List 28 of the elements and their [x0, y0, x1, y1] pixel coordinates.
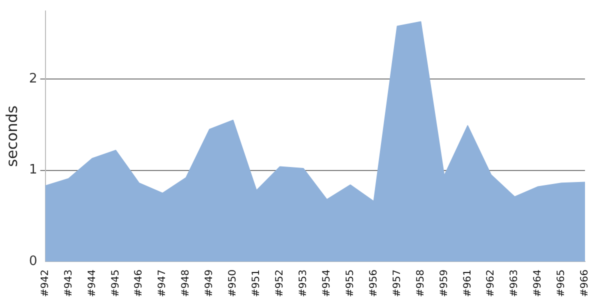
x-tick-label: #956 [368, 270, 380, 298]
x-tick-label: #942 [40, 270, 51, 298]
y-axis-title: seconds [2, 105, 21, 167]
x-tick-label: #951 [251, 270, 262, 298]
x-tick-label: #946 [134, 270, 145, 298]
x-tick-label: #950 [228, 270, 239, 298]
x-tick-label: #952 [274, 270, 286, 298]
x-tick-label: #963 [509, 270, 520, 298]
x-tick-label: #944 [86, 270, 98, 298]
x-tick-label: #953 [298, 270, 309, 298]
x-tick-label: #959 [438, 270, 450, 298]
x-tick-label: #958 [415, 270, 426, 298]
x-tick-label: #962 [486, 270, 497, 298]
x-tick-label: #961 [462, 270, 474, 298]
x-tick-label: #957 [392, 270, 403, 298]
x-tick-label: #948 [180, 270, 192, 298]
x-tick-label: #947 [157, 270, 168, 298]
x-tick-label: #943 [63, 270, 74, 298]
x-tick-label: #949 [204, 270, 216, 298]
x-tick-label: #965 [556, 270, 568, 298]
x-tick-label: #954 [321, 270, 332, 298]
x-tick-label: #955 [344, 270, 356, 298]
x-tick-label: #945 [110, 270, 122, 298]
y-tick-label: 2 [28, 72, 38, 87]
x-tick-label: #966 [580, 270, 591, 298]
x-tick-label: #964 [532, 270, 544, 298]
y-tick-label: 1 [28, 162, 38, 178]
y-tick-label: 0 [28, 254, 38, 269]
